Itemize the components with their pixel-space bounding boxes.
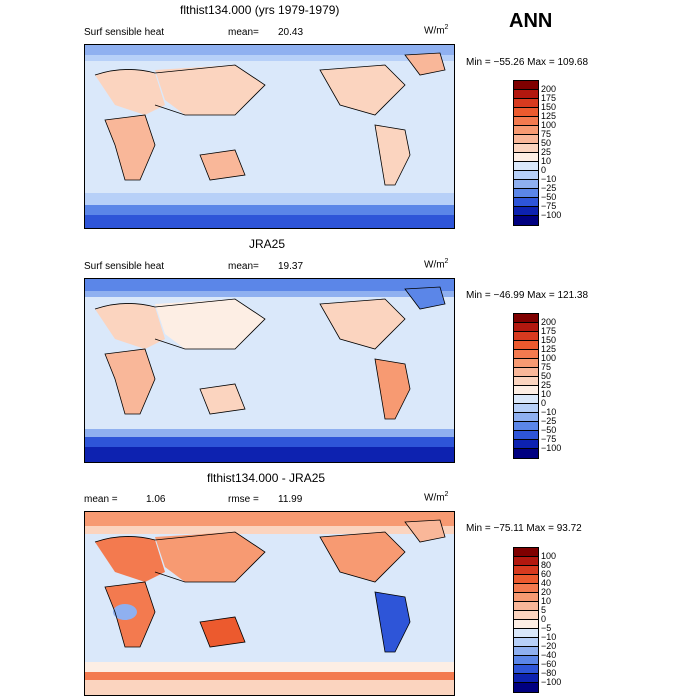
panel1-unit: W/m2 — [424, 24, 449, 37]
colorbar-tick-label: 175 — [541, 326, 557, 336]
panel2-mean-label: mean= — [228, 261, 259, 272]
colorbar-tick-label: 125 — [541, 344, 557, 354]
colorbar-tick-label: 150 — [541, 102, 557, 112]
greenland — [405, 53, 445, 75]
panel2-mean-value: 19.37 — [278, 261, 304, 272]
colorbar-tick-label: 100 — [541, 551, 557, 561]
colorbar-tick-label: −10 — [541, 174, 557, 184]
australia — [200, 150, 245, 180]
panel3-map — [84, 511, 455, 696]
panel1-mean-label: mean= — [228, 27, 259, 38]
colorbar-tick-label: 10 — [541, 156, 552, 166]
season-label: ANN — [509, 10, 553, 32]
colorbar-tick-label: −80 — [541, 668, 557, 678]
colorbar-tick-label: 50 — [541, 138, 552, 148]
panel3-mean-label: mean = — [84, 494, 118, 505]
panel3-mean-value: 1.06 — [146, 494, 166, 505]
north-america — [320, 65, 405, 115]
colorbar-tick-label: 75 — [541, 362, 552, 372]
colorbar-tick-label: −5 — [541, 623, 552, 633]
colorbar-tick-label: 175 — [541, 93, 557, 103]
colorbar-tick-label: 80 — [541, 560, 552, 570]
colorbar-tick-label: −75 — [541, 201, 557, 211]
panel1-map — [84, 44, 455, 229]
panel2-variable-label: Surf sensible heat — [84, 261, 165, 272]
asia — [155, 65, 265, 115]
panel3-rmse-value: 11.99 — [278, 494, 303, 505]
colorbar-tick-label: 0 — [541, 165, 547, 175]
africa — [105, 115, 155, 180]
arctic-band — [85, 45, 454, 55]
colorbar-tick-label: −100 — [541, 443, 562, 453]
colorbar-tick-label: −50 — [541, 192, 557, 202]
colorbar-tick-label: 125 — [541, 111, 557, 121]
panel2-colorbar — [513, 313, 539, 459]
colorbar-tick-label: 100 — [541, 120, 557, 130]
colorbar-tick-label: 0 — [541, 614, 547, 624]
colorbar-tick-label: 25 — [541, 147, 552, 157]
colorbar-tick-label: −10 — [541, 407, 557, 417]
colorbar-tick-label: −100 — [541, 210, 562, 220]
colorbar-tick-label: 20 — [541, 587, 552, 597]
colorbar-tick-label: −20 — [541, 641, 557, 651]
colorbar-tick-label: 25 — [541, 380, 552, 390]
panel1-minmax: Min = −55.26 Max = 109.68 — [466, 57, 589, 68]
colorbar-tick-label: −10 — [541, 632, 557, 642]
colorbar-tick-label: 10 — [541, 596, 552, 606]
panel3-minmax: Min = −75.11 Max = 93.72 — [466, 523, 582, 534]
colorbar-tick-label: 100 — [541, 353, 557, 363]
colorbar-tick-label: −60 — [541, 659, 557, 669]
panel1-mean-value: 20.43 — [278, 27, 304, 38]
panel2-unit: W/m2 — [424, 258, 449, 271]
panel3-rmse-label: rmse = — [228, 494, 259, 505]
colorbar-tick-label: 200 — [541, 84, 557, 94]
panel2-map — [84, 278, 455, 463]
colorbar-tick-label: 40 — [541, 578, 552, 588]
colorbar-tick-label: 150 — [541, 335, 557, 345]
colorbar-tick-label: 10 — [541, 389, 552, 399]
colorbar-tick-label: −25 — [541, 183, 557, 193]
panel3-unit: W/m2 — [424, 491, 449, 504]
colorbar-tick-label: 50 — [541, 371, 552, 381]
colorbar-tick-label: −40 — [541, 650, 557, 660]
colorbar-tick-label: 5 — [541, 605, 547, 615]
colorbar-tick-label: −25 — [541, 416, 557, 426]
colorbar-tick-label: 0 — [541, 398, 547, 408]
antarctic-band — [85, 205, 454, 215]
panel1-colorbar — [513, 80, 539, 226]
panel2-minmax: Min = −46.99 Max = 121.38 — [466, 290, 589, 301]
panel1-title: flthist134.000 (yrs 1979-1979) — [180, 3, 340, 17]
colorbar-tick-label: 200 — [541, 317, 557, 327]
colorbar-tick-label: −75 — [541, 434, 557, 444]
south-america — [375, 125, 410, 185]
colorbar-tick-label: 60 — [541, 569, 552, 579]
panel3-colorbar — [513, 547, 539, 693]
panel2-title: JRA25 — [249, 237, 286, 251]
panel3-title: flthist134.000 - JRA25 — [207, 471, 326, 485]
colorbar-tick-label: −50 — [541, 425, 557, 435]
colorbar-tick-label: 75 — [541, 129, 552, 139]
colorbar-tick-label: −100 — [541, 677, 562, 687]
eurasia-west — [95, 69, 165, 115]
panel1-variable-label: Surf sensible heat — [84, 27, 165, 38]
